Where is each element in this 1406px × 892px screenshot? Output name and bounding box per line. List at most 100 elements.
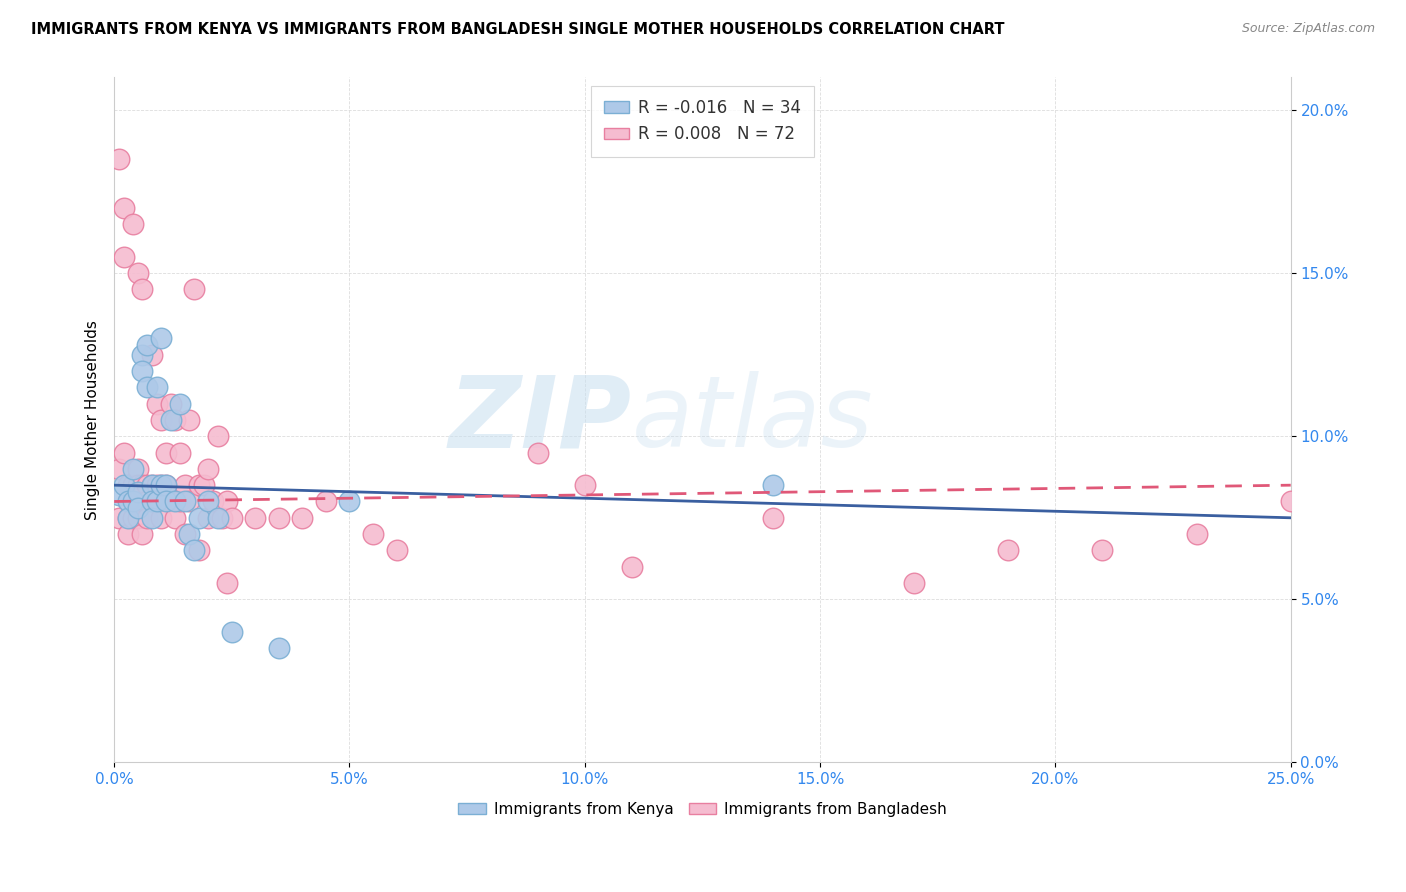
Point xyxy=(903,576,925,591)
Point xyxy=(291,510,314,524)
Point xyxy=(245,510,267,524)
Point xyxy=(193,478,215,492)
Point xyxy=(574,478,596,492)
Point xyxy=(150,510,173,524)
Point xyxy=(136,380,159,394)
Point xyxy=(339,494,361,508)
Point xyxy=(165,510,187,524)
Point xyxy=(141,478,163,492)
Point xyxy=(169,445,191,459)
Y-axis label: Single Mother Households: Single Mother Households xyxy=(86,320,100,520)
Point xyxy=(136,338,159,352)
Point xyxy=(108,510,131,524)
Point xyxy=(267,510,290,524)
Point xyxy=(187,543,209,558)
Point xyxy=(108,152,131,166)
Point xyxy=(122,478,145,492)
Point xyxy=(141,510,163,524)
Point xyxy=(150,478,173,492)
Point xyxy=(217,576,239,591)
Point xyxy=(361,527,384,541)
Point xyxy=(187,510,209,524)
Point xyxy=(145,396,167,410)
Point xyxy=(169,494,191,508)
Point xyxy=(131,527,153,541)
Point xyxy=(108,462,131,476)
Point xyxy=(155,445,177,459)
Point xyxy=(1279,494,1302,508)
Text: atlas: atlas xyxy=(631,371,873,468)
Legend: Immigrants from Kenya, Immigrants from Bangladesh: Immigrants from Kenya, Immigrants from B… xyxy=(453,796,953,823)
Point xyxy=(131,364,153,378)
Point xyxy=(150,413,173,427)
Point xyxy=(159,413,181,427)
Point xyxy=(159,494,181,508)
Point xyxy=(136,494,159,508)
Text: ZIP: ZIP xyxy=(449,371,631,468)
Point xyxy=(173,478,195,492)
Point xyxy=(1185,527,1208,541)
Point xyxy=(136,510,159,524)
Point xyxy=(141,494,163,508)
Point xyxy=(127,510,149,524)
Point xyxy=(131,494,153,508)
Point xyxy=(117,478,139,492)
Point xyxy=(197,462,219,476)
Point xyxy=(141,348,163,362)
Point xyxy=(385,543,408,558)
Point xyxy=(179,527,201,541)
Point xyxy=(127,462,149,476)
Point xyxy=(145,494,167,508)
Point xyxy=(112,445,135,459)
Point xyxy=(179,413,201,427)
Point xyxy=(117,494,139,508)
Point xyxy=(1091,543,1114,558)
Point xyxy=(141,494,163,508)
Point xyxy=(145,380,167,394)
Point xyxy=(179,494,201,508)
Point xyxy=(207,510,229,524)
Point xyxy=(117,494,139,508)
Point xyxy=(159,396,181,410)
Point xyxy=(117,510,139,524)
Point xyxy=(211,510,233,524)
Point xyxy=(183,543,205,558)
Point xyxy=(136,478,159,492)
Point xyxy=(165,494,187,508)
Text: Source: ZipAtlas.com: Source: ZipAtlas.com xyxy=(1241,22,1375,36)
Point xyxy=(183,283,205,297)
Point xyxy=(217,494,239,508)
Point xyxy=(187,478,209,492)
Point xyxy=(315,494,337,508)
Point xyxy=(150,494,173,508)
Point xyxy=(127,266,149,280)
Point xyxy=(131,283,153,297)
Point xyxy=(169,396,191,410)
Point xyxy=(112,201,135,215)
Point xyxy=(150,331,173,345)
Point xyxy=(197,494,219,508)
Point xyxy=(197,510,219,524)
Point xyxy=(221,510,243,524)
Point xyxy=(155,478,177,492)
Point xyxy=(117,527,139,541)
Point xyxy=(762,510,785,524)
Point xyxy=(221,624,243,639)
Point xyxy=(155,494,177,508)
Point xyxy=(112,250,135,264)
Point xyxy=(202,494,225,508)
Point xyxy=(997,543,1019,558)
Point xyxy=(127,484,149,499)
Point xyxy=(173,527,195,541)
Point xyxy=(155,478,177,492)
Point xyxy=(112,478,135,492)
Point xyxy=(762,478,785,492)
Point xyxy=(267,641,290,656)
Point xyxy=(141,478,163,492)
Point xyxy=(117,510,139,524)
Point xyxy=(131,478,153,492)
Point xyxy=(122,462,145,476)
Point xyxy=(620,559,643,574)
Point xyxy=(173,494,195,508)
Point xyxy=(165,413,187,427)
